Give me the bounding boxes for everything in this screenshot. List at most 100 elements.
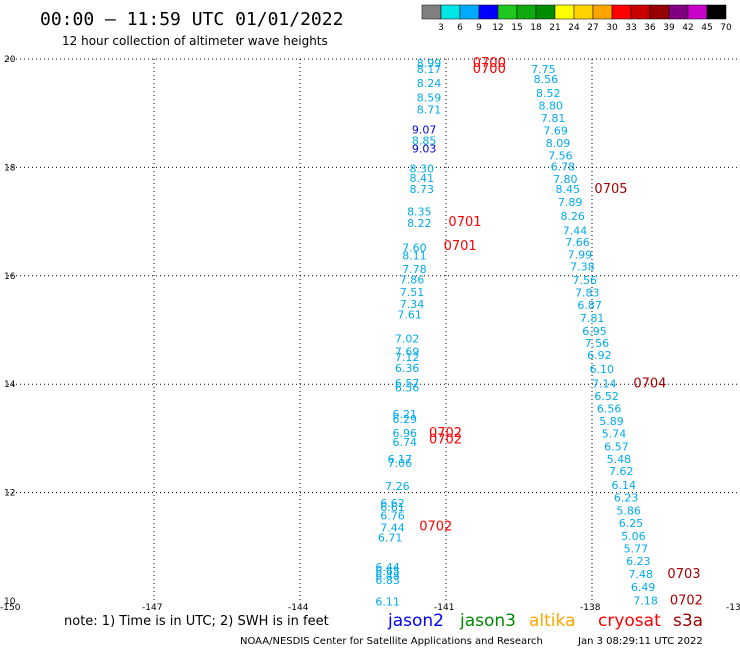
wave-height-label: 7.69 [395,346,420,359]
wave-height-label: 8.17 [417,63,442,76]
wave-height-label: 6.92 [587,349,612,362]
color-swatch [706,4,727,20]
color-scale-label: 42 [682,23,693,33]
grid-lines [8,58,738,601]
wave-height-label: 6.87 [577,299,602,312]
color-swatch [573,4,594,20]
wave-height-label: 6.65 [375,565,400,578]
wave-height-label: 6.44 [375,561,400,574]
wave-height-label: 7.69 [543,125,568,138]
wave-height-label: 8.59 [417,91,442,104]
wave-height-label: 6.56 [395,381,420,394]
color-scale-label: 30 [606,23,618,33]
wave-height-label: 5.89 [599,415,624,428]
color-swatch [535,4,556,20]
color-scale-label: 3 [438,23,444,33]
color-swatch [630,4,651,20]
time-label: 0702 [419,520,452,535]
color-scale-label: 24 [568,23,580,33]
color-scale-label: 18 [530,23,542,33]
axis-ticks: 10 12 14 16 18 20 -150 -147 -144 -141 -138 -135 [0,55,740,613]
time-label: 0703 [667,567,700,582]
wave-height-label: 8.80 [538,100,563,113]
time-label: 0705 [594,182,627,197]
wave-height-label: 6.23 [614,491,639,504]
color-scale-label: 6 [457,23,463,33]
wave-height-label: 6.29 [392,413,417,426]
time-label: 0702 [429,432,462,447]
wave-height-label: 7.60 [402,242,427,255]
color-swatch [516,4,537,20]
wave-height-label: 7.14 [592,378,617,391]
x-tick-label: -150 [0,603,21,613]
wave-height-label: 6.61 [380,501,405,514]
color-scale-label: 9 [476,23,482,33]
color-scale-label: 21 [549,23,560,33]
wave-height-label: 5.06 [621,530,646,543]
wave-height-label: 7.83 [575,287,600,300]
legend-item-jason2: jason2 [387,611,444,631]
wave-height-label: 9.03 [412,142,437,155]
time-label: 0704 [633,377,666,392]
wave-height-label: 6.57 [395,377,420,390]
wave-height-label: 6.17 [388,453,413,466]
wave-height-label: 7.44 [380,521,405,534]
color-scale-label: 33 [625,23,636,33]
wave-height-label: 8.26 [560,210,585,223]
wave-height-label: 6.48 [375,570,400,583]
wave-height-label: 7.51 [400,286,425,299]
wave-height-label: 7.89 [558,196,583,209]
color-swatch [497,4,518,20]
color-swatch [440,4,461,20]
color-scale-label: 70 [720,23,732,33]
y-tick-label: 16 [4,272,16,282]
wave-height-label: 8.24 [417,77,442,90]
wave-height-label: 7.78 [402,263,427,276]
wave-height-label: 8.99 [417,57,442,70]
legend-note: note: 1) Time is in UTC; 2) SWH is in fe… [64,614,329,629]
wave-height-label: 6.52 [594,390,619,403]
wave-height-label: 7.06 [388,457,413,470]
color-scale-label: 36 [644,23,656,33]
time-label: 0701 [448,215,481,230]
time-label: 0700 [473,62,506,77]
time-label: 0700 [473,56,506,71]
legend-item-jason3: jason3 [459,611,516,631]
wave-height-label: 7.81 [541,112,566,125]
wave-height-label: 6.10 [590,363,615,376]
wave-height-label: 6.23 [626,555,651,568]
time-label: 0702 [429,426,462,441]
wave-height-label: 7.66 [565,236,590,249]
wave-height-label: 6.25 [619,517,644,530]
data-labels: 8.998.178.248.598.71 8.85 8.308.418.73 8.35… [375,56,703,609]
wave-height-label: 7.56 [585,337,610,350]
wave-height-label: 9.07 [412,123,437,136]
wave-height-label: 6.76 [380,509,405,522]
wave-height-label: 7.99 [568,249,593,262]
time-label: 0701 [444,239,477,254]
wave-height-label: 8.09 [546,137,571,150]
wave-height-label: 7.80 [553,173,578,186]
wave-height-label: 5.86 [616,504,641,517]
wave-height-label: 8.85 [412,134,437,147]
wave-height-label: 7.02 [395,333,420,346]
wave-height-label: 8.71 [417,103,442,116]
wave-height-label: 7.26 [385,480,410,493]
wave-height-label: 7.12 [395,351,420,364]
wave-height-label: 8.30 [410,162,435,175]
wave-height-label: 6.62 [380,497,405,510]
wave-height-label: 8.52 [536,87,561,100]
color-swatch [592,4,613,20]
chart-header: 00:00 – 11:59 UTC 01/01/2022 12 hour col… [40,9,343,48]
wave-height-label: 7.44 [563,224,588,237]
footer: NOAA/NESDIS Center for Satellite Applica… [240,636,703,647]
legend-item-cryosat: cryosat [598,611,661,631]
wave-height-label: 7.86 [400,274,425,287]
y-tick-label: 18 [4,163,16,173]
wave-height-label: 7.18 [633,594,658,607]
wave-height-label: 7.34 [400,298,425,311]
wave-height-label: 6.78 [551,160,576,173]
wave-height-label: 8.73 [410,183,435,196]
color-swatch [459,4,480,20]
